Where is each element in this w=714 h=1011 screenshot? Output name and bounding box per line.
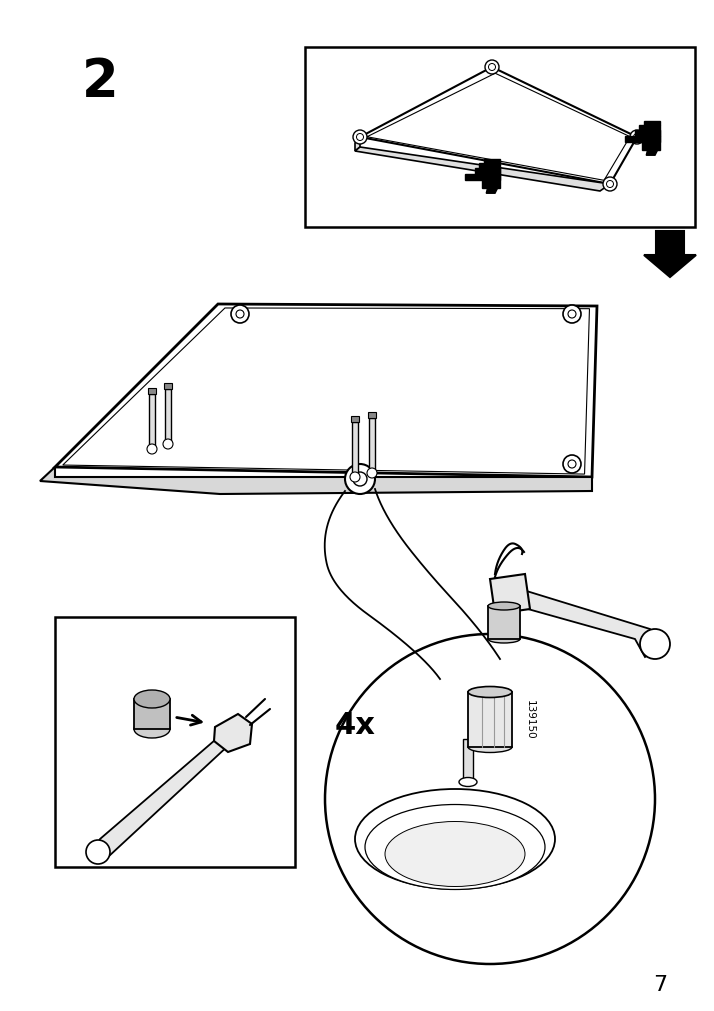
Circle shape [568,310,576,318]
Circle shape [563,456,581,473]
Text: 139150: 139150 [525,700,535,739]
Polygon shape [479,164,500,169]
Polygon shape [355,148,610,192]
Ellipse shape [488,603,520,611]
Polygon shape [63,308,590,474]
Text: 4x: 4x [335,710,376,739]
Circle shape [353,130,367,145]
Circle shape [350,472,360,482]
Polygon shape [55,618,295,867]
Polygon shape [355,137,360,152]
Circle shape [630,130,644,145]
Polygon shape [475,169,500,175]
Ellipse shape [468,742,512,753]
Circle shape [231,305,249,324]
Ellipse shape [459,777,477,787]
Circle shape [86,840,110,864]
Ellipse shape [134,691,170,709]
Ellipse shape [365,805,545,890]
Circle shape [325,634,655,964]
Polygon shape [368,412,376,419]
Circle shape [236,310,244,318]
Circle shape [488,65,496,72]
Polygon shape [646,151,658,156]
Polygon shape [134,700,170,729]
Text: 7: 7 [653,974,667,994]
Ellipse shape [468,686,512,698]
Circle shape [356,134,363,142]
Polygon shape [351,417,359,423]
Circle shape [563,305,581,324]
Polygon shape [369,419,375,473]
Polygon shape [644,232,696,278]
Polygon shape [149,394,155,450]
Circle shape [640,630,670,659]
Polygon shape [352,423,358,477]
Polygon shape [463,739,473,783]
Polygon shape [165,389,171,445]
Circle shape [568,461,576,468]
Polygon shape [164,383,172,389]
Polygon shape [644,122,660,126]
Circle shape [353,472,367,486]
Polygon shape [148,388,156,394]
Polygon shape [510,589,660,657]
Polygon shape [635,131,660,136]
Circle shape [603,178,617,192]
Polygon shape [488,607,520,639]
Circle shape [147,445,157,455]
Polygon shape [465,175,500,181]
Polygon shape [643,131,660,151]
Text: 2: 2 [81,56,119,108]
Circle shape [485,61,499,75]
Polygon shape [625,136,660,144]
Polygon shape [483,169,500,189]
Polygon shape [639,126,660,131]
Circle shape [163,440,173,450]
Polygon shape [305,48,695,227]
Circle shape [633,134,640,142]
Ellipse shape [488,635,520,643]
Polygon shape [367,74,630,181]
Polygon shape [95,734,230,857]
Polygon shape [490,574,530,615]
Polygon shape [40,467,592,494]
Ellipse shape [134,720,170,738]
Polygon shape [486,189,498,194]
Circle shape [367,468,377,478]
Polygon shape [214,715,252,752]
Polygon shape [468,693,512,747]
Circle shape [606,181,613,188]
Ellipse shape [385,822,525,887]
Polygon shape [484,160,500,164]
Polygon shape [360,68,637,185]
Polygon shape [55,304,597,477]
Ellipse shape [355,790,555,889]
Circle shape [345,464,375,494]
